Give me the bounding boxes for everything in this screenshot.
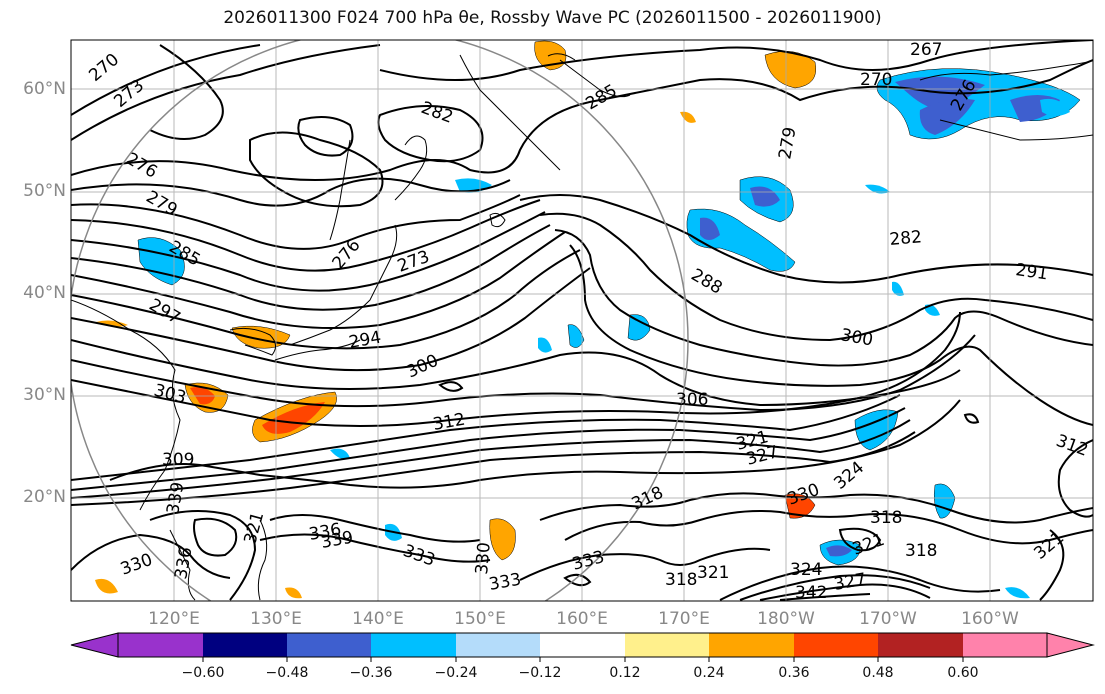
lat-label: 20°N bbox=[23, 487, 66, 507]
warm-patch bbox=[764, 51, 817, 89]
colorbar-tick-label: −0.36 bbox=[349, 665, 393, 681]
colorbar-tick-label: 0.24 bbox=[693, 665, 725, 681]
cold-patch bbox=[892, 281, 904, 296]
colorbar-min-extend bbox=[70, 632, 119, 658]
colorbar-swatch bbox=[118, 633, 203, 657]
warm-patch bbox=[285, 587, 302, 599]
lon-label: 170°E bbox=[658, 609, 710, 629]
lon-label: 150°E bbox=[454, 609, 506, 629]
contour-label: 306 bbox=[676, 390, 708, 410]
contour-label: 318 bbox=[665, 570, 697, 590]
colorbar-tick-label: −0.12 bbox=[518, 665, 562, 681]
plot-frame bbox=[70, 39, 1094, 602]
cold-patch bbox=[925, 304, 940, 316]
contour-label: 282 bbox=[889, 227, 923, 250]
cold-patch bbox=[567, 324, 585, 348]
colorbar-swatch bbox=[709, 633, 794, 657]
cold-patch bbox=[865, 184, 890, 194]
colorbar-tick-label: −0.60 bbox=[181, 665, 225, 681]
lon-label: 160°E bbox=[556, 609, 608, 629]
cold-patch bbox=[137, 237, 185, 286]
contour-label: 324 bbox=[790, 560, 822, 580]
cold-patch bbox=[1040, 98, 1070, 116]
figure-title: 2026011300 F024 700 hPa θe, Rossby Wave … bbox=[223, 8, 882, 28]
colorbar-tick-label: 0.48 bbox=[862, 665, 894, 681]
colorbar-swatch bbox=[625, 633, 709, 657]
cold-patch bbox=[919, 98, 975, 135]
lat-label: 40°N bbox=[23, 283, 66, 303]
colorbar-max-extend bbox=[1046, 632, 1095, 658]
warm-patch bbox=[262, 402, 325, 434]
colorbar-swatch bbox=[878, 633, 963, 657]
warm-patch bbox=[96, 320, 128, 327]
cold-patch bbox=[826, 545, 852, 557]
colorbar-frame bbox=[117, 632, 1048, 658]
warm-patch bbox=[784, 493, 816, 519]
colorbar-tick-label: −0.48 bbox=[265, 665, 309, 681]
contour-label: 270 bbox=[860, 70, 892, 90]
graticule bbox=[71, 40, 1093, 601]
colorbar-tick-label: 0.36 bbox=[778, 665, 810, 681]
contour-label: 321 bbox=[697, 563, 729, 583]
lon-label: 130°E bbox=[250, 609, 302, 629]
lat-label: 50°N bbox=[23, 181, 66, 201]
cold-patch bbox=[700, 217, 720, 240]
cold-patch bbox=[538, 337, 552, 353]
coastlines bbox=[71, 53, 1093, 601]
colorbar-tick-label: −0.24 bbox=[434, 665, 478, 681]
colorbar-swatch bbox=[287, 633, 371, 657]
cold-patch bbox=[330, 448, 350, 459]
colorbar-tick-label: 0.12 bbox=[609, 665, 641, 681]
lon-label: 160°W bbox=[961, 609, 1019, 629]
colorbar-tick-label: 0.60 bbox=[947, 665, 979, 681]
cold-patch bbox=[895, 76, 985, 112]
cold-patch bbox=[627, 314, 651, 341]
contour-label: 330 bbox=[472, 541, 495, 575]
lon-label: 120°E bbox=[148, 609, 200, 629]
contour-label: 309 bbox=[162, 450, 194, 470]
contour-label: 318 bbox=[870, 508, 902, 528]
warm-patch bbox=[95, 578, 118, 594]
warm-patch bbox=[489, 518, 516, 561]
colorbar bbox=[70, 632, 1095, 662]
reference-circle bbox=[71, 40, 689, 601]
colorbar-swatch bbox=[540, 633, 625, 657]
lat-label: 30°N bbox=[23, 385, 66, 405]
lat-label: 60°N bbox=[23, 79, 66, 99]
lon-label: 180°W bbox=[757, 609, 815, 629]
contour-label: 318 bbox=[905, 541, 937, 561]
cold-patch bbox=[1005, 587, 1030, 599]
lon-label: 170°W bbox=[859, 609, 917, 629]
colorbar-swatch bbox=[794, 633, 878, 657]
colorbar-swatch bbox=[456, 633, 540, 657]
contour-label: 342 bbox=[795, 583, 827, 603]
colorbar-swatch bbox=[203, 633, 287, 657]
cold-patch bbox=[854, 409, 899, 451]
colorbar-swatch bbox=[371, 633, 456, 657]
contour-label: 267 bbox=[910, 40, 942, 60]
contour-label: 291 bbox=[1014, 260, 1049, 284]
lon-label: 140°E bbox=[352, 609, 404, 629]
colorbar-swatch bbox=[963, 633, 1047, 657]
